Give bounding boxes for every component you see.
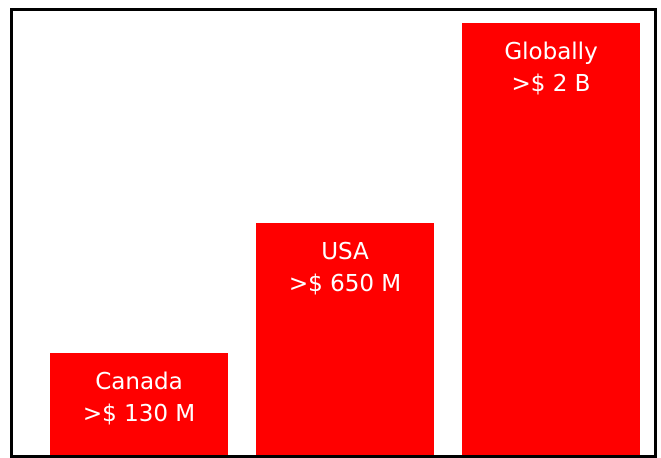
bar-category-label-canada: Canada [95, 369, 183, 395]
bars-layer [50, 23, 640, 455]
labels-layer: Canada >$ 130 M USA >$ 650 M Globally >$ 2 B [83, 39, 598, 427]
bar-canada [50, 353, 228, 455]
bar-category-label-usa: USA [321, 239, 369, 265]
bar-usa [256, 223, 434, 455]
chart-frame: Canada >$ 130 M USA >$ 650 M Globally >$ 2 B [10, 8, 657, 458]
bar-category-label-globally: Globally [504, 39, 597, 65]
bar-value-label-canada: >$ 130 M [83, 401, 195, 427]
bar-globally [462, 23, 640, 455]
bar-chart: Canada >$ 130 M USA >$ 650 M Globally >$ 2 B [50, 23, 640, 455]
bar-value-label-globally: >$ 2 B [512, 71, 591, 97]
bar-value-label-usa: >$ 650 M [289, 271, 401, 297]
